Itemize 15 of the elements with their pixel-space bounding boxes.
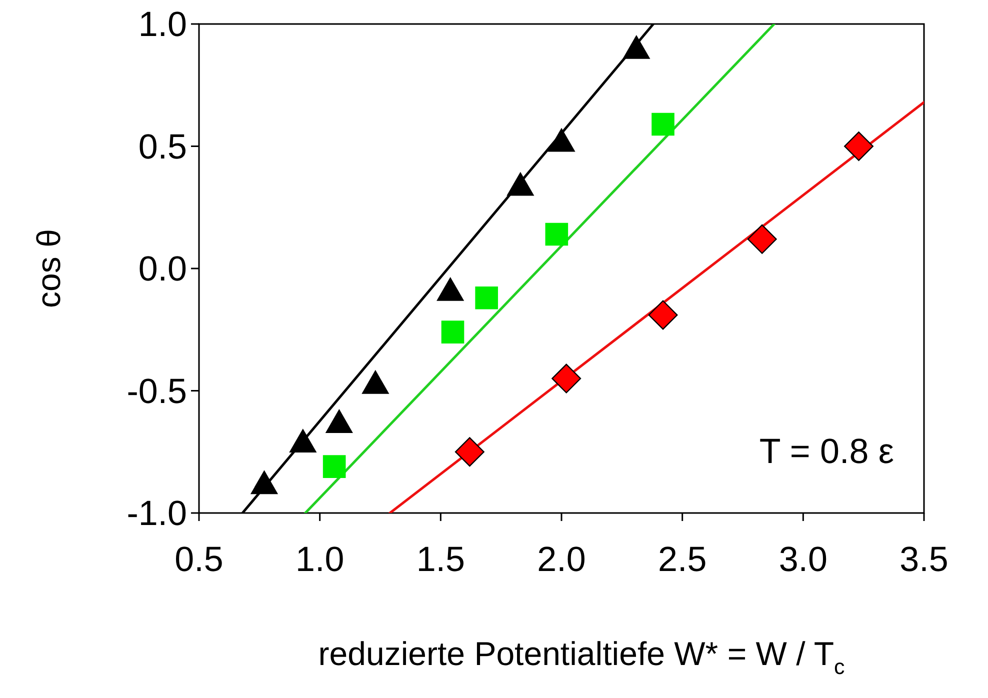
x-tick-label: 3.5 [900, 540, 948, 579]
y-tick-label: 1.0 [138, 5, 187, 44]
y-tick-label: -1.0 [126, 494, 187, 533]
y-tick-label: 0.5 [138, 127, 187, 166]
x-tick-label: 1.0 [296, 540, 344, 579]
x-tick-label: 0.5 [174, 540, 224, 579]
x-tick-label: 2.0 [537, 540, 586, 579]
y-tick-label: 0.0 [138, 250, 187, 288]
x-axis-title: reduzierte Potentialtiefe W* = W / T$_{c}$ [318, 635, 845, 680]
y-tick-label: -0.5 [126, 372, 187, 411]
x-tick-label: 3.0 [778, 540, 828, 579]
y-axis-title: cos θ [30, 229, 67, 308]
x-tick-label: 2.5 [658, 540, 707, 579]
annotation: T = 0.8 ε [759, 432, 894, 471]
x-tick-label: 1.5 [416, 540, 465, 579]
